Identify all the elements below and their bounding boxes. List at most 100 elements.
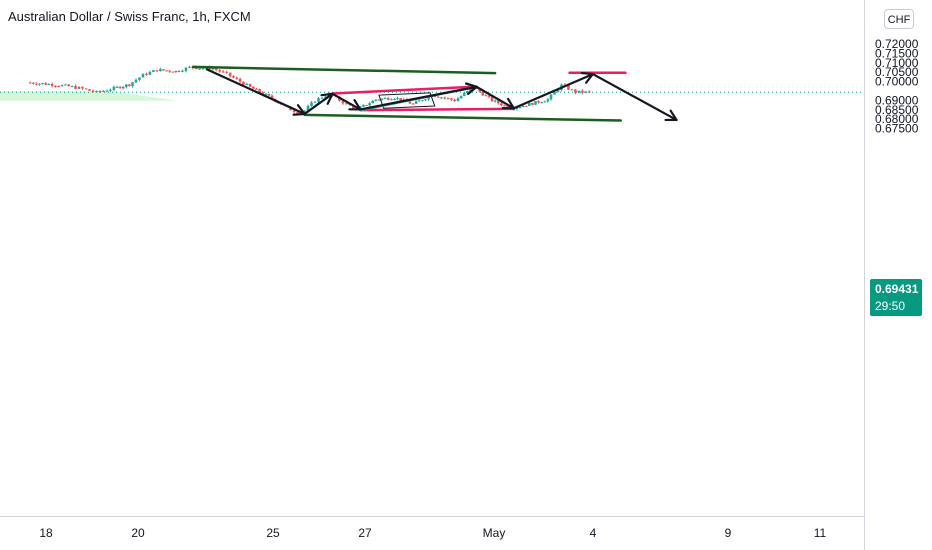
candle-body	[188, 66, 191, 68]
candle-body	[537, 101, 540, 103]
candle-body	[168, 70, 171, 72]
x-tick-label: 4	[590, 526, 597, 540]
candle-body	[57, 86, 61, 88]
candle-body	[567, 85, 570, 90]
candle-body	[81, 86, 84, 89]
zigzag-path	[205, 68, 678, 122]
candle-body	[320, 97, 324, 99]
candle-body	[506, 105, 509, 109]
candle-body	[484, 95, 488, 97]
candle-body	[235, 77, 239, 79]
x-tick-label: 27	[358, 526, 372, 540]
candle-body	[390, 99, 393, 101]
candle-body	[584, 91, 588, 93]
zigzag-arrowhead	[320, 92, 334, 105]
candle-body	[421, 100, 424, 102]
zigzag-arrowhead	[348, 99, 362, 111]
y-tick-label: 0.69000	[875, 93, 919, 107]
candle-body	[109, 89, 112, 91]
candle-body	[427, 96, 430, 100]
candle-body	[399, 98, 402, 101]
candle-body	[47, 84, 51, 86]
candle-body	[424, 99, 427, 101]
drawing-layer	[191, 65, 678, 122]
candle-body	[440, 97, 443, 99]
candle-body	[67, 84, 71, 87]
candle-body	[310, 102, 313, 107]
candle-body	[115, 86, 119, 88]
support-zone	[0, 91, 179, 101]
x-axis: 18 20 25 27 May 4 9 11	[39, 526, 826, 540]
x-tick-label: 20	[131, 526, 145, 540]
candle-body	[528, 103, 531, 106]
candle-body	[481, 91, 485, 96]
candle-body	[540, 102, 543, 104]
candle-body	[408, 101, 412, 104]
bar-countdown: 29:50	[875, 299, 906, 313]
zigzag-arrowhead	[465, 82, 478, 95]
candle-body	[201, 68, 205, 70]
candle-body	[377, 99, 381, 101]
candle-body	[184, 67, 188, 71]
candle-body	[252, 86, 255, 89]
candle-body	[443, 97, 447, 99]
candle-body	[462, 92, 466, 97]
candle-body	[459, 96, 463, 99]
flag-parallelogram	[378, 92, 436, 109]
candle-body	[64, 84, 67, 86]
candle-body	[102, 90, 105, 92]
candle-body	[396, 98, 399, 100]
candle-body	[165, 70, 168, 72]
currency-button[interactable]: CHF	[884, 9, 914, 29]
candle-body	[362, 104, 365, 107]
candle-body	[313, 101, 317, 103]
candle-body	[450, 98, 453, 100]
x-tick-label: 9	[725, 526, 732, 540]
candle-body	[198, 68, 201, 70]
candle-body	[497, 100, 500, 104]
candle-body	[292, 110, 296, 113]
candle-body	[296, 112, 299, 114]
candle-body	[433, 95, 437, 97]
candle-body	[95, 90, 98, 92]
candle-body	[88, 89, 91, 91]
candle-body	[211, 68, 215, 70]
chart-title: Australian Dollar / Swiss Franc, 1h, FXC…	[8, 9, 251, 24]
candle-body	[221, 71, 225, 73]
candle-body	[255, 88, 258, 90]
candle-body	[553, 91, 556, 95]
candle-body	[228, 72, 232, 77]
candle-body	[546, 99, 550, 102]
candle-body	[368, 103, 371, 106]
candle-body	[475, 87, 478, 89]
candle-body	[125, 84, 128, 87]
candle-body	[41, 83, 44, 85]
candle-body	[214, 68, 218, 70]
candle-body	[374, 99, 378, 101]
candle-body	[383, 98, 387, 100]
candle-body	[232, 76, 235, 78]
last-price-value: 0.69431	[875, 282, 919, 296]
candle-body	[174, 70, 178, 73]
candle-body	[570, 89, 574, 91]
candle-body	[417, 100, 421, 102]
y-tick-label: 0.71000	[875, 56, 919, 70]
candle-body	[352, 105, 355, 109]
candle-body	[341, 100, 345, 104]
candle-body	[518, 107, 522, 109]
candle-body	[549, 94, 553, 100]
candle-body	[543, 101, 547, 103]
candle-body	[371, 100, 375, 104]
candle-body	[466, 90, 469, 93]
zigzag-arrowhead	[664, 109, 678, 122]
candle-body	[521, 105, 525, 108]
y-tick-label: 0.70000	[875, 75, 919, 89]
candle-body	[74, 86, 77, 89]
candle-body	[478, 88, 481, 92]
candle-body	[145, 73, 148, 75]
candle-body	[44, 83, 47, 85]
candle-body	[534, 101, 537, 105]
candle-body	[324, 96, 327, 98]
candle-body	[490, 96, 494, 102]
